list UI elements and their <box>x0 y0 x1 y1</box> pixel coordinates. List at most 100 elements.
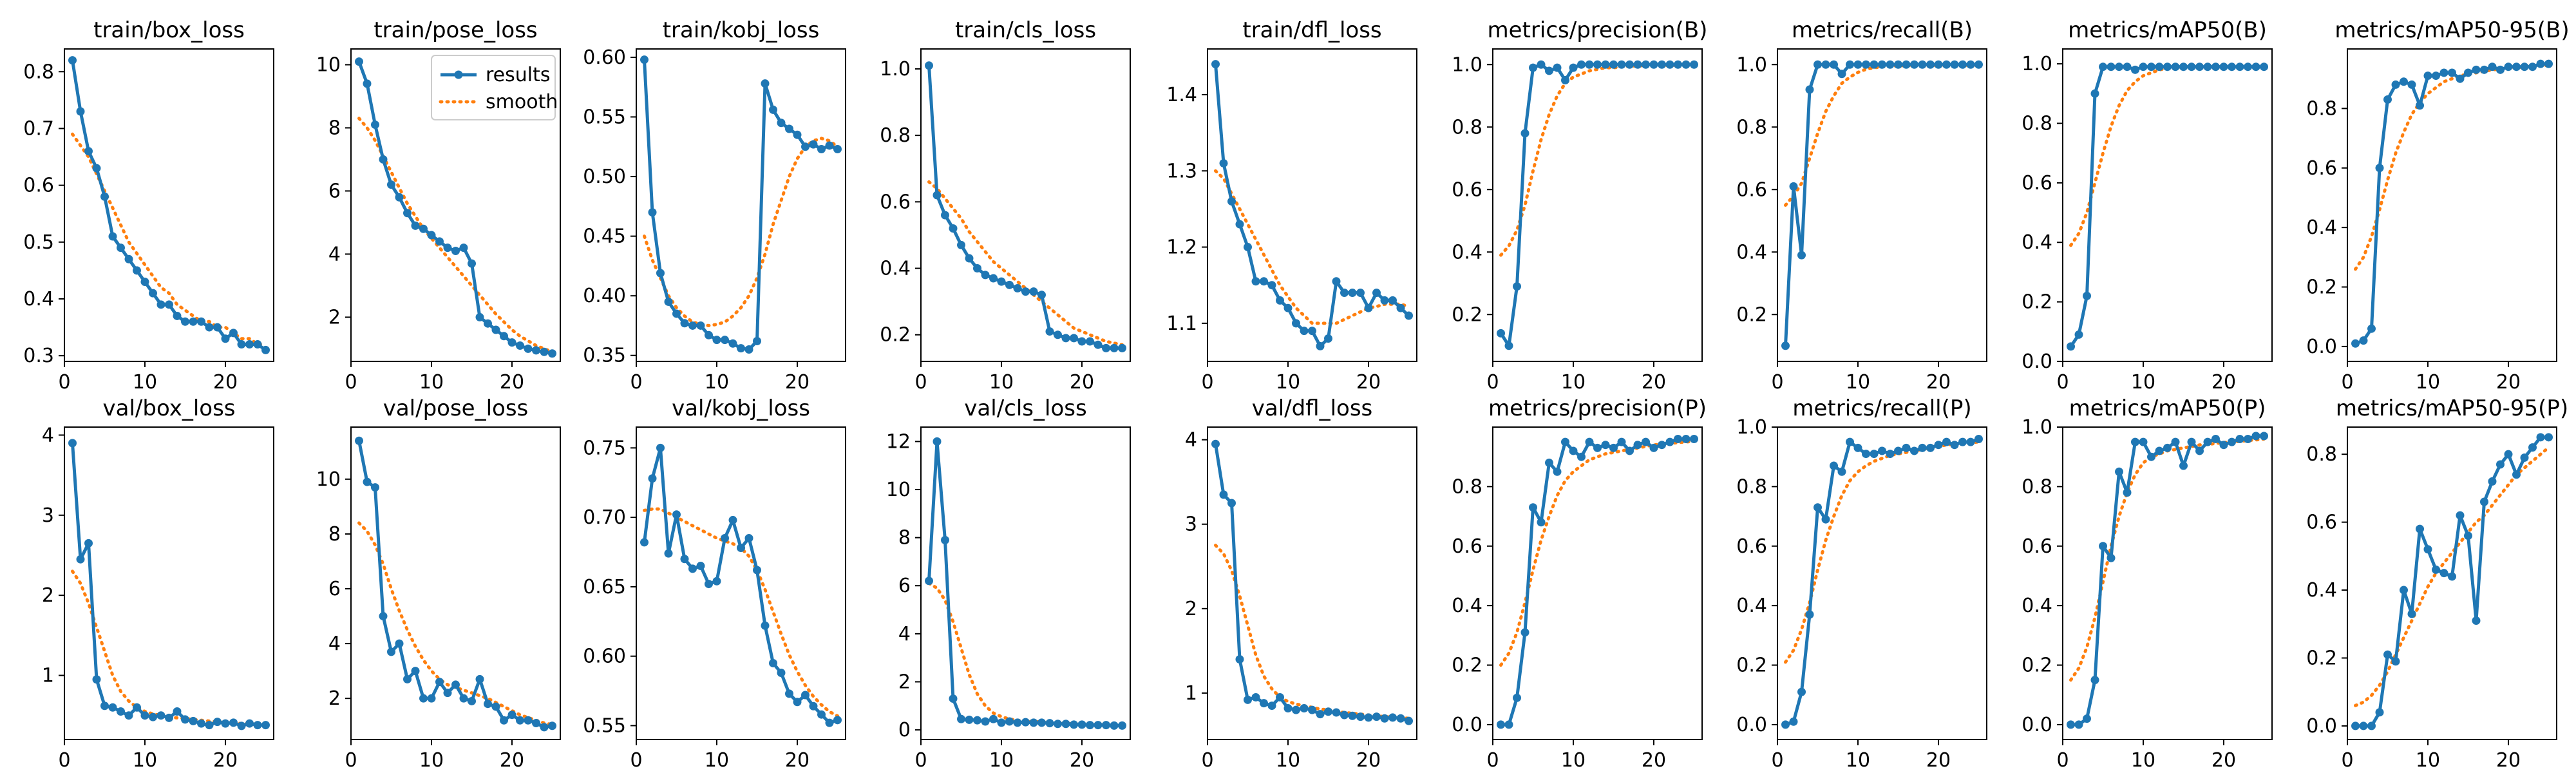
results-point <box>108 232 117 241</box>
y-tick-label: 8 <box>328 117 341 139</box>
results-point <box>785 124 793 133</box>
results-point <box>833 716 842 725</box>
y-tick-label: 0.40 <box>583 285 626 307</box>
results-point <box>1975 60 1983 69</box>
results-point <box>712 336 721 345</box>
results-point <box>1324 707 1332 716</box>
axes-frame <box>1777 426 1987 740</box>
results-point <box>2123 488 2132 497</box>
x-tick-label: 10 <box>2131 749 2155 772</box>
panel-2: train/pose_loss 0 10 20 2 4 6 8 10 results smooth <box>316 17 561 394</box>
y-tick-label: 0.60 <box>583 46 626 69</box>
results-point <box>140 278 149 287</box>
results-point <box>1910 60 1918 69</box>
results-point <box>419 694 428 703</box>
results-point <box>2512 62 2521 72</box>
results-point <box>2244 62 2252 72</box>
results-point <box>181 317 189 326</box>
y-tick-label: 1 <box>1185 682 1197 705</box>
results-point <box>1837 70 1846 79</box>
results-point <box>500 716 508 725</box>
results-point <box>189 317 198 326</box>
x-tick-label: 0 <box>1771 371 1783 394</box>
results-point <box>2464 531 2472 540</box>
results-point <box>1950 441 1959 450</box>
results-point <box>1690 434 1698 443</box>
results-point <box>2107 553 2116 562</box>
results-point <box>933 437 942 446</box>
x-tick-label: 20 <box>500 371 524 394</box>
results-point <box>696 321 705 330</box>
results-point <box>1005 717 1014 726</box>
results-point <box>997 718 1006 727</box>
panel-1: train/box_loss 0 10 20 0.3 0.4 0.5 0.6 0.7 0.8 <box>23 17 274 394</box>
results-point <box>261 721 270 730</box>
smooth-series-line <box>357 117 554 354</box>
x-tick-label: 20 <box>1642 749 1666 772</box>
results-point <box>1380 714 1389 723</box>
results-point <box>1094 340 1103 349</box>
axes-frame <box>2062 426 2273 740</box>
axes-frame <box>350 48 561 362</box>
results-point <box>1690 60 1698 69</box>
panel-title: train/box_loss <box>93 17 245 43</box>
results-point <box>825 141 834 150</box>
results-point <box>761 621 770 630</box>
results-point <box>1958 60 1967 69</box>
results-point <box>205 721 214 730</box>
results-point <box>664 297 673 306</box>
axes-frame <box>1492 426 1703 740</box>
results-point <box>2544 59 2553 68</box>
x-tick-label: 10 <box>2416 371 2440 394</box>
results-point <box>1332 708 1341 717</box>
results-point <box>1553 467 1562 476</box>
results-point <box>696 562 705 571</box>
results-point <box>1934 441 1943 450</box>
panel-title: train/kobj_loss <box>663 17 820 43</box>
results-point <box>1513 693 1521 702</box>
results-point <box>156 300 166 309</box>
y-tick-label: 0.6 <box>2306 511 2337 534</box>
results-point <box>2439 68 2448 77</box>
results-point <box>108 703 117 712</box>
axes-frame <box>636 426 846 740</box>
results-point <box>2400 77 2408 86</box>
y-tick-label: 0.2 <box>1452 303 1482 326</box>
results-point <box>1348 289 1357 298</box>
x-tick-label: 0 <box>1201 749 1213 772</box>
y-tick-label: 3 <box>42 504 54 527</box>
results-point <box>2211 62 2220 72</box>
results-point <box>2147 62 2155 72</box>
results-point <box>2187 62 2196 72</box>
results-point <box>1094 721 1103 730</box>
results-point <box>1070 334 1078 343</box>
panel-title: train/pose_loss <box>374 17 537 43</box>
results-point <box>124 711 133 720</box>
axes-frame <box>64 426 274 740</box>
smooth-series-line <box>1784 440 1980 664</box>
x-tick-label: 10 <box>1276 371 1300 394</box>
results-point <box>2083 714 2091 723</box>
results-point <box>833 144 842 153</box>
results-point <box>1077 720 1086 729</box>
results-point <box>1300 704 1309 712</box>
x-tick-label: 20 <box>1642 371 1666 394</box>
results-point <box>1894 60 1902 69</box>
results-point <box>1617 60 1626 69</box>
results-point <box>2359 721 2368 730</box>
y-tick-label: 4 <box>328 243 341 265</box>
results-point <box>793 130 802 139</box>
results-point <box>1260 699 1268 708</box>
results-point <box>1316 341 1325 350</box>
results-point <box>419 224 428 233</box>
results-point <box>801 142 810 151</box>
results-point <box>989 714 998 723</box>
results-point <box>2464 68 2472 77</box>
results-point <box>2448 572 2456 581</box>
results-point <box>1950 60 1959 69</box>
y-tick-label: 0.2 <box>2022 654 2052 677</box>
results-point <box>165 300 173 309</box>
x-tick-label: 10 <box>1846 749 1870 772</box>
results-point <box>1853 60 1862 69</box>
y-tick-label: 0.3 <box>23 345 54 367</box>
